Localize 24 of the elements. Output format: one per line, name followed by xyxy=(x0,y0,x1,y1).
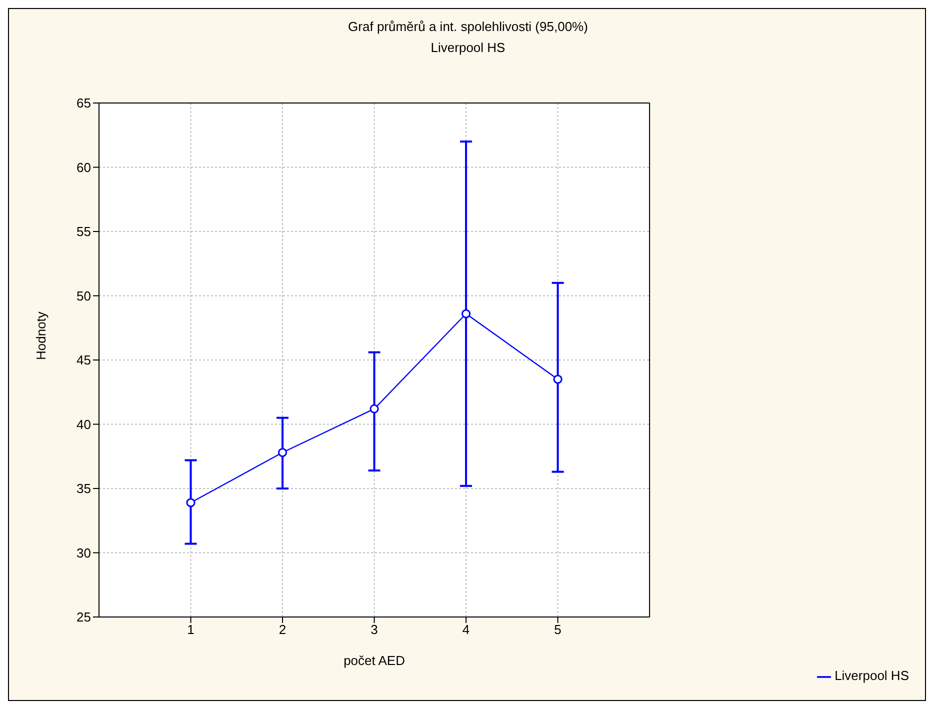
x-tick-label: 2 xyxy=(278,622,286,638)
x-tick-label: 4 xyxy=(462,622,470,638)
y-axis-title: Hodnoty xyxy=(34,311,49,360)
point xyxy=(186,498,196,508)
y-tick-label: 25 xyxy=(76,610,91,625)
y-tick-label: 65 xyxy=(76,96,91,111)
chart-title: Graf průměrů a int. spolehlivosti (95,00%) xyxy=(347,19,589,34)
point xyxy=(278,448,288,458)
y-tick-label: 50 xyxy=(76,288,91,304)
chart-subtitle: Liverpool HS xyxy=(430,40,506,55)
x-axis-title: počet AED xyxy=(344,653,405,668)
point xyxy=(553,374,562,384)
x-tick-label: 3 xyxy=(370,622,378,638)
x-tick-label: 1 xyxy=(187,622,194,638)
y-tick-label: 40 xyxy=(76,416,91,432)
y-tick-label: 35 xyxy=(76,481,91,496)
point xyxy=(461,309,471,318)
y-tick-label: 55 xyxy=(76,224,91,240)
y-tick-label: 60 xyxy=(76,160,91,175)
y-tick-label: 30 xyxy=(76,545,91,560)
point xyxy=(370,404,379,414)
x-tick-label: 5 xyxy=(554,622,562,638)
legend-label: Liverpool HS xyxy=(834,668,909,684)
y-tick-label: 45 xyxy=(76,352,91,368)
